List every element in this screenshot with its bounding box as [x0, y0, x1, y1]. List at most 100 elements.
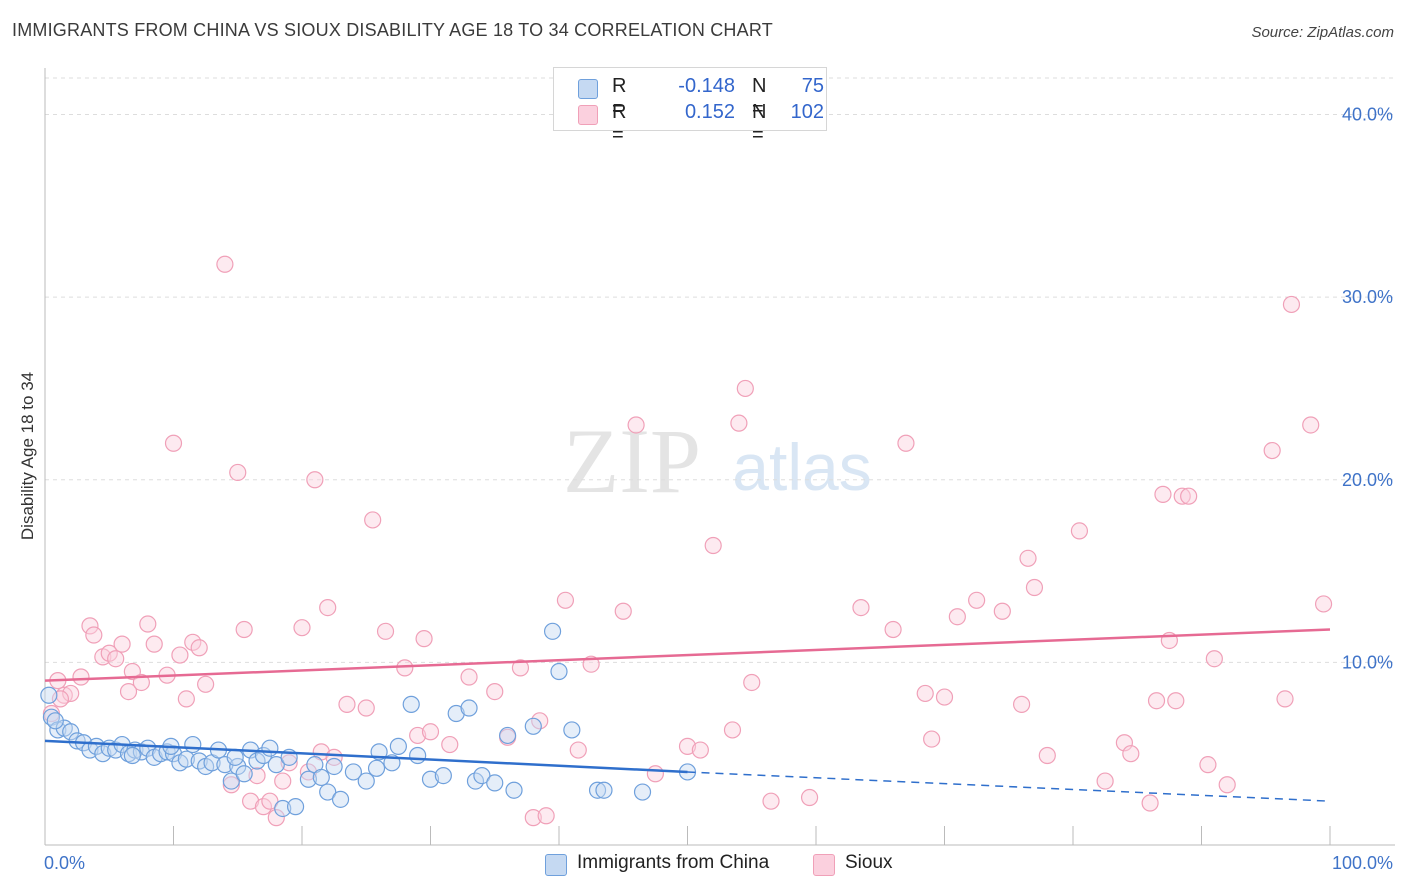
sioux-point [222, 776, 240, 794]
china-point [357, 772, 375, 790]
china-point [184, 735, 202, 754]
sioux-point [1218, 776, 1236, 794]
sioux-point [364, 511, 382, 529]
sioux-point [1122, 745, 1140, 763]
sioux-point [242, 792, 260, 810]
sioux-point [800, 788, 819, 807]
sioux-point [441, 735, 459, 754]
sioux-point [81, 617, 99, 635]
sioux-point [415, 630, 433, 648]
china-point [62, 723, 80, 741]
china-point [550, 662, 568, 681]
china-point [633, 783, 652, 801]
china-point [40, 686, 58, 704]
sioux-point [1302, 416, 1320, 434]
r-value: -0.148 [678, 75, 735, 97]
sioux-point [396, 659, 414, 677]
china-point [389, 737, 407, 755]
sioux-point [614, 602, 632, 620]
china-points [40, 622, 697, 818]
china-trend-extension [687, 771, 1331, 802]
n-label: N = [752, 75, 767, 120]
sioux-point [916, 684, 934, 703]
sioux-point [280, 754, 298, 772]
n-label: N = [752, 101, 767, 146]
china-point [331, 790, 350, 808]
sioux-point [556, 591, 575, 609]
sioux-point [357, 699, 375, 717]
sioux-point [1147, 692, 1166, 710]
sioux-point [306, 471, 324, 489]
r-label: R = [612, 75, 627, 120]
sioux-point [1173, 487, 1191, 505]
sioux-point [723, 721, 742, 739]
sioux-point [229, 463, 247, 482]
china-point [595, 781, 613, 799]
n-value: 102 [790, 101, 824, 123]
china-point [421, 770, 440, 788]
china-point [325, 757, 343, 776]
sioux-point [319, 598, 337, 617]
sioux-point [325, 748, 343, 766]
sioux-point [1025, 578, 1044, 597]
watermark-atlas: atlas [732, 430, 871, 504]
legend-label: Sioux [845, 852, 893, 873]
sioux-point [190, 639, 208, 657]
sioux-point [897, 434, 915, 452]
sioux-point [935, 688, 954, 706]
china-point [434, 767, 452, 785]
china-point [267, 756, 285, 774]
tick-labels: 10.0% 20.0% 30.0% 40.0% 0.0% 100.0% [44, 105, 1393, 873]
sioux-point [338, 695, 356, 713]
china-point [46, 712, 64, 730]
china-point [486, 774, 504, 792]
sioux-point [1276, 690, 1294, 708]
sioux-point [1314, 595, 1333, 613]
sioux-point [139, 615, 157, 633]
china-point [447, 704, 465, 723]
sioux-point [1038, 746, 1056, 765]
china-point [286, 798, 305, 816]
sioux-point [537, 807, 555, 825]
sioux-point [216, 255, 234, 273]
sioux-point [968, 591, 986, 609]
sioux-point [993, 602, 1011, 620]
china-point [344, 763, 362, 781]
sioux-point [274, 772, 292, 790]
china-swatch [578, 79, 598, 99]
china-trend-line [44, 739, 688, 774]
sioux-point [107, 650, 125, 668]
sioux-point [736, 379, 754, 398]
sioux-point [762, 792, 780, 810]
sioux-legend-swatch [813, 854, 835, 876]
n-value: 75 [801, 75, 824, 97]
sioux-point [1115, 734, 1134, 752]
sioux-point [1263, 441, 1281, 460]
sioux-point [1205, 650, 1223, 668]
x-tick-label: 100.0% [1332, 853, 1393, 873]
sioux-point [72, 668, 90, 686]
watermark: ZIP atlas [563, 410, 872, 512]
sioux-point [460, 668, 478, 686]
sioux-point [113, 635, 131, 653]
sioux-point [948, 608, 966, 626]
china-point [563, 721, 581, 739]
sioux-point [267, 809, 285, 827]
china-point [222, 772, 240, 790]
sioux-point [164, 434, 183, 452]
sioux-point [1141, 794, 1159, 812]
source-label: Source: ZipAtlas.com [1251, 24, 1394, 41]
y-tick-label: 20.0% [1342, 470, 1393, 490]
sioux-point [923, 730, 941, 748]
y-tick-label: 10.0% [1342, 652, 1393, 672]
sioux-point [261, 792, 279, 810]
sioux-point [409, 726, 427, 745]
sioux-point [1019, 549, 1037, 567]
china-point [139, 739, 157, 757]
sioux-point [704, 536, 722, 555]
sioux-point [177, 690, 195, 708]
china-point [409, 746, 427, 765]
sioux-point [1199, 756, 1217, 774]
china-point [367, 759, 386, 777]
